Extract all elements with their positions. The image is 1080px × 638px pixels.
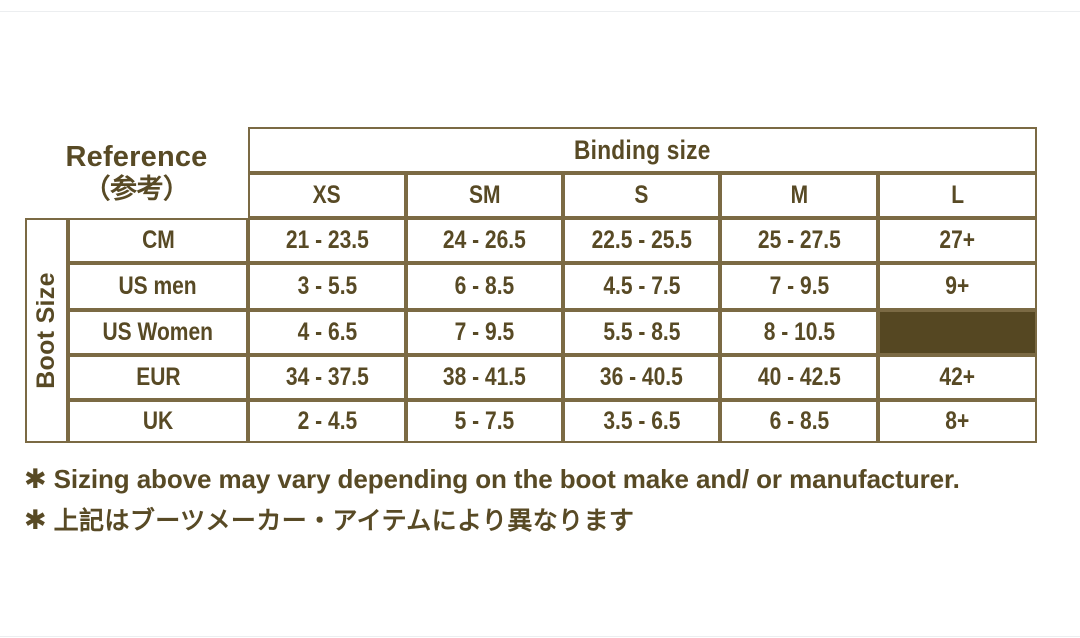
asterisk-icon: ✱	[24, 505, 47, 535]
row-header-us-women: US Women	[68, 310, 248, 355]
footnote-english: ✱ Sizing above may vary depending on the…	[24, 464, 1054, 501]
reference-heading-line-2: （参考）	[83, 174, 191, 205]
cell-eur-m: 40 - 42.5	[720, 355, 878, 400]
binding-size-column-header-label: SM	[468, 181, 501, 209]
footnote-japanese-text: 上記はブーツメーカー・アイテムにより異なります	[53, 507, 635, 535]
cell-value: 7 - 9.5	[454, 318, 515, 346]
cell-cm-sm: 24 - 26.5	[406, 218, 563, 263]
cell-us-men-s: 4.5 - 7.5	[563, 263, 720, 310]
cell-uk-m: 6 - 8.5	[720, 400, 878, 443]
binding-size-column-header-label: S	[634, 181, 649, 209]
cell-value: 36 - 40.5	[600, 363, 683, 391]
row-header-cm: CM	[68, 218, 248, 263]
row-header-uk: UK	[68, 400, 248, 443]
cell-value: 22.5 - 25.5	[591, 226, 692, 254]
cell-eur-l: 42+	[878, 355, 1037, 400]
cell-us-women-m: 8 - 10.5	[720, 310, 878, 355]
binding-size-column-header-xs: XS	[248, 173, 406, 218]
cell-us-men-m: 7 - 9.5	[720, 263, 878, 310]
cell-cm-xs: 21 - 23.5	[248, 218, 406, 263]
cell-us-women-s: 5.5 - 8.5	[563, 310, 720, 355]
binding-size-column-header-s: S	[563, 173, 720, 218]
cell-value: 38 - 41.5	[443, 363, 526, 391]
binding-size-header-label: Binding size	[574, 134, 711, 165]
cell-value: 8 - 10.5	[763, 318, 835, 346]
cell-eur-s: 36 - 40.5	[563, 355, 720, 400]
cell-value: 8+	[945, 407, 970, 435]
row-header-label: EUR	[135, 363, 181, 391]
cell-value: 24 - 26.5	[443, 226, 526, 254]
cell-value: 3.5 - 6.5	[602, 407, 681, 435]
boot-size-group-label: Boot Size	[25, 218, 68, 443]
cell-uk-sm: 5 - 7.5	[406, 400, 563, 443]
page-rule-bottom	[0, 636, 1080, 637]
footnotes: ✱ Sizing above may vary depending on the…	[24, 464, 1054, 538]
row-header-label: US men	[118, 272, 198, 300]
binding-size-column-header-label: XS	[312, 181, 342, 209]
cell-value: 9+	[945, 272, 970, 300]
cell-us-women-sm: 7 - 9.5	[406, 310, 563, 355]
cell-value: 40 - 42.5	[757, 363, 841, 391]
cell-eur-xs: 34 - 37.5	[248, 355, 406, 400]
cell-uk-s: 3.5 - 6.5	[563, 400, 720, 443]
cell-uk-xs: 2 - 4.5	[248, 400, 406, 443]
reference-heading: Reference （参考）	[25, 128, 248, 218]
cell-value: 2 - 4.5	[297, 407, 357, 435]
cell-value: 34 - 37.5	[285, 363, 369, 391]
reference-heading-line-1: Reference	[65, 141, 208, 174]
cell-value: 3 - 5.5	[297, 272, 357, 300]
binding-size-header: Binding size	[248, 127, 1037, 173]
cell-value: 25 - 27.5	[757, 226, 841, 254]
asterisk-icon: ✱	[24, 464, 47, 494]
binding-size-column-header-label: L	[951, 181, 964, 209]
cell-value: 42+	[939, 363, 976, 391]
binding-size-column-header-sm: SM	[406, 173, 563, 218]
cell-value: 5 - 7.5	[454, 407, 515, 435]
row-header-label: CM	[141, 226, 175, 254]
cell-value: 27+	[939, 226, 976, 254]
cell-value: 5.5 - 8.5	[602, 318, 681, 346]
row-header-label: UK	[142, 407, 174, 435]
cell-eur-sm: 38 - 41.5	[406, 355, 563, 400]
cell-value: 4.5 - 7.5	[602, 272, 681, 300]
footnote-english-text: Sizing above may vary depending on the b…	[53, 464, 960, 494]
binding-size-column-header-l: L	[878, 173, 1037, 218]
cell-cm-l: 27+	[878, 218, 1037, 263]
cell-us-women-xs: 4 - 6.5	[248, 310, 406, 355]
cell-us-men-l: 9+	[878, 263, 1037, 310]
cell-value: 7 - 9.5	[769, 272, 829, 300]
row-header-us-men: US men	[68, 263, 248, 310]
cell-value: 6 - 8.5	[769, 407, 829, 435]
cell-value: 21 - 23.5	[285, 226, 369, 254]
row-header-eur: EUR	[68, 355, 248, 400]
page-rule-top	[0, 11, 1080, 12]
cell-value: 4 - 6.5	[297, 318, 357, 346]
row-header-label: US Women	[102, 318, 214, 346]
binding-size-column-header-m: M	[720, 173, 878, 218]
binding-size-column-header-label: M	[790, 181, 808, 209]
cell-us-women-l	[878, 310, 1037, 355]
cell-us-men-sm: 6 - 8.5	[406, 263, 563, 310]
cell-us-men-xs: 3 - 5.5	[248, 263, 406, 310]
cell-uk-l: 8+	[878, 400, 1037, 443]
footnote-japanese: ✱ 上記はブーツメーカー・アイテムにより異なります	[24, 501, 1054, 538]
cell-cm-s: 22.5 - 25.5	[563, 218, 720, 263]
cell-value: 6 - 8.5	[454, 272, 515, 300]
boot-size-group-label-text: Boot Size	[32, 272, 60, 389]
cell-cm-m: 25 - 27.5	[720, 218, 878, 263]
